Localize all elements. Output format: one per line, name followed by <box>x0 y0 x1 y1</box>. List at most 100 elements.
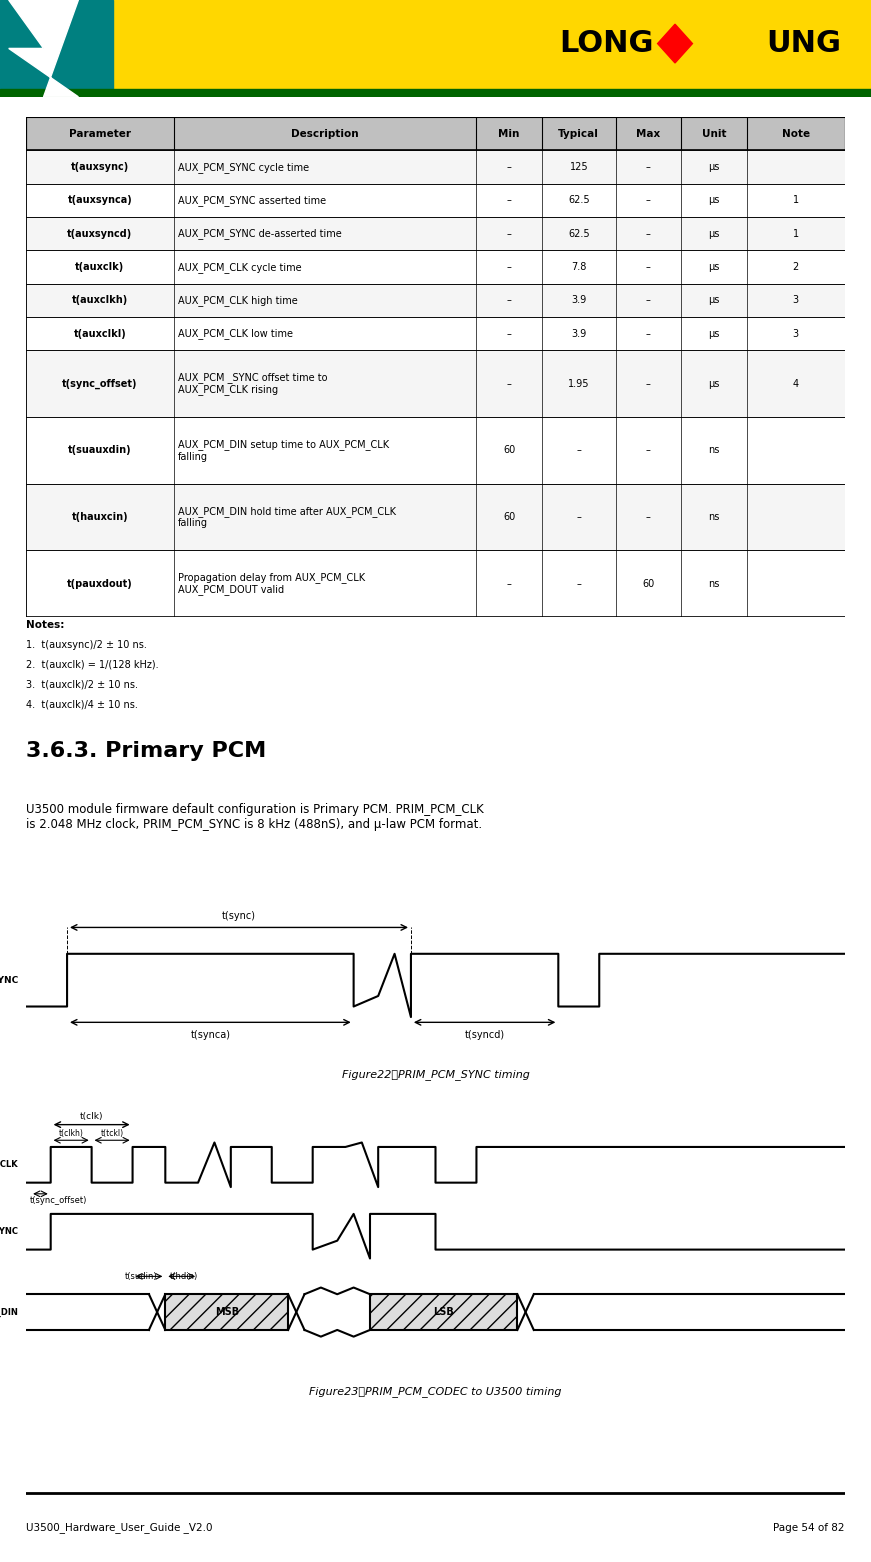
Text: Note: Note <box>781 128 810 139</box>
Text: –: – <box>507 228 511 239</box>
Text: –: – <box>507 378 511 389</box>
Text: –: – <box>646 262 651 272</box>
Bar <box>26 317 845 350</box>
Text: AUX_PCM_SYNC de-asserted time: AUX_PCM_SYNC de-asserted time <box>178 228 341 239</box>
Text: 125: 125 <box>570 162 588 172</box>
Text: AUX_PCM_SYNC cycle time: AUX_PCM_SYNC cycle time <box>178 162 308 172</box>
Bar <box>26 550 845 617</box>
Text: –: – <box>646 195 651 206</box>
Text: Notes:: Notes: <box>26 620 64 629</box>
Text: Unit: Unit <box>702 128 726 139</box>
Text: Figure22：PRIM_PCM_SYNC timing: Figure22：PRIM_PCM_SYNC timing <box>341 1070 530 1081</box>
Text: –: – <box>507 295 511 306</box>
Text: –: – <box>507 578 511 589</box>
Text: LONG: LONG <box>559 30 653 58</box>
Text: 3.9: 3.9 <box>571 295 586 306</box>
Text: ns: ns <box>708 512 719 522</box>
Text: ns: ns <box>708 578 719 589</box>
Text: AUX_PCM _SYNC offset time to
AUX_PCM_CLK rising: AUX_PCM _SYNC offset time to AUX_PCM_CLK… <box>178 372 327 395</box>
Text: 60: 60 <box>503 445 516 456</box>
Text: t(hauxcin): t(hauxcin) <box>71 512 128 522</box>
Text: t(hdin): t(hdin) <box>169 1271 198 1281</box>
Text: μs: μs <box>708 378 719 389</box>
Text: 62.5: 62.5 <box>568 228 590 239</box>
Text: 1: 1 <box>793 195 799 206</box>
Text: Max: Max <box>636 128 660 139</box>
Text: t(auxclkh): t(auxclkh) <box>71 295 128 306</box>
Text: –: – <box>507 328 511 339</box>
Text: Parameter: Parameter <box>69 128 131 139</box>
Text: t(clk): t(clk) <box>80 1112 104 1122</box>
Text: t(auxsync): t(auxsync) <box>71 162 129 172</box>
Text: μs: μs <box>708 195 719 206</box>
Text: 3.6.3. Primary PCM: 3.6.3. Primary PCM <box>26 742 267 761</box>
Text: Min: Min <box>498 128 520 139</box>
Bar <box>370 1295 517 1329</box>
Text: –: – <box>646 228 651 239</box>
Text: –: – <box>646 162 651 172</box>
Polygon shape <box>658 25 692 62</box>
Text: MSB: MSB <box>214 1307 239 1317</box>
Text: μs: μs <box>708 228 719 239</box>
Text: UNG: UNG <box>766 30 841 58</box>
Text: Figure23：PRIM_PCM_CODEC to U3500 timing: Figure23：PRIM_PCM_CODEC to U3500 timing <box>309 1385 562 1396</box>
Text: –: – <box>507 162 511 172</box>
Bar <box>26 217 845 250</box>
Text: 1: 1 <box>793 228 799 239</box>
Text: –: – <box>646 445 651 456</box>
Text: PRIM_PCM_SYNC: PRIM_PCM_SYNC <box>0 1228 18 1236</box>
Text: μs: μs <box>708 262 719 272</box>
Text: 1.95: 1.95 <box>568 378 590 389</box>
Text: t(sync): t(sync) <box>222 911 256 922</box>
Bar <box>26 484 845 550</box>
Text: –: – <box>577 578 581 589</box>
Text: 3.9: 3.9 <box>571 328 586 339</box>
Text: AUX_PCM_DIN hold time after AUX_PCM_CLK
falling: AUX_PCM_DIN hold time after AUX_PCM_CLK … <box>178 506 395 528</box>
Text: Propagation delay from AUX_PCM_CLK
AUX_PCM_DOUT valid: Propagation delay from AUX_PCM_CLK AUX_P… <box>178 572 365 595</box>
Bar <box>26 184 845 217</box>
Text: AUX_PCM_DIN setup time to AUX_PCM_CLK
falling: AUX_PCM_DIN setup time to AUX_PCM_CLK fa… <box>178 439 388 462</box>
Text: –: – <box>646 512 651 522</box>
Text: 2: 2 <box>793 262 799 272</box>
Bar <box>26 150 845 184</box>
Text: 4: 4 <box>793 378 799 389</box>
Text: t(clkh): t(clkh) <box>58 1129 84 1139</box>
Text: 3.  t(auxclk)/2 ± 10 ns.: 3. t(auxclk)/2 ± 10 ns. <box>26 679 138 690</box>
Text: –: – <box>507 195 511 206</box>
Text: Typical: Typical <box>558 128 599 139</box>
Text: –: – <box>577 512 581 522</box>
Text: t(sudin): t(sudin) <box>125 1271 157 1281</box>
Text: PRIM_PCM_DIN: PRIM_PCM_DIN <box>0 1307 18 1317</box>
Text: Page 54 of 82: Page 54 of 82 <box>773 1523 845 1532</box>
Text: t(auxclkl): t(auxclkl) <box>73 328 126 339</box>
Text: –: – <box>646 378 651 389</box>
Text: AUX_PCM_CLK low time: AUX_PCM_CLK low time <box>178 328 293 339</box>
Text: AUX_PCM_CLK cycle time: AUX_PCM_CLK cycle time <box>178 262 301 272</box>
Text: t(synca): t(synca) <box>191 1031 230 1040</box>
Bar <box>26 284 845 317</box>
Text: t(syncd): t(syncd) <box>464 1031 504 1040</box>
Text: μs: μs <box>708 328 719 339</box>
Bar <box>26 350 845 417</box>
Text: –: – <box>577 445 581 456</box>
Text: 7.8: 7.8 <box>571 262 586 272</box>
Bar <box>0 89 871 97</box>
Text: t(tckl): t(tckl) <box>100 1129 124 1139</box>
Text: μs: μs <box>708 162 719 172</box>
Text: t(auxsynca): t(auxsynca) <box>67 195 132 206</box>
Text: t(auxclk): t(auxclk) <box>75 262 125 272</box>
Text: U3500 module firmware default configuration is Primary PCM. PRIM_PCM_CLK
is 2.04: U3500 module firmware default configurat… <box>26 803 484 831</box>
Text: 62.5: 62.5 <box>568 195 590 206</box>
Text: 60: 60 <box>642 578 654 589</box>
Text: t(pauxdout): t(pauxdout) <box>67 578 132 589</box>
Text: 4.  t(auxclk)/4 ± 10 ns.: 4. t(auxclk)/4 ± 10 ns. <box>26 700 138 709</box>
Text: 1.  t(auxsync)/2 ± 10 ns.: 1. t(auxsync)/2 ± 10 ns. <box>26 640 147 650</box>
Text: U3500_Hardware_User_Guide _V2.0: U3500_Hardware_User_Guide _V2.0 <box>26 1523 213 1532</box>
Bar <box>165 1295 288 1329</box>
Text: Description: Description <box>291 128 359 139</box>
Bar <box>26 417 845 484</box>
Text: 3: 3 <box>793 328 799 339</box>
Text: AUX_PCM_CLK high time: AUX_PCM_CLK high time <box>178 295 297 306</box>
Text: –: – <box>646 328 651 339</box>
Bar <box>26 250 845 284</box>
